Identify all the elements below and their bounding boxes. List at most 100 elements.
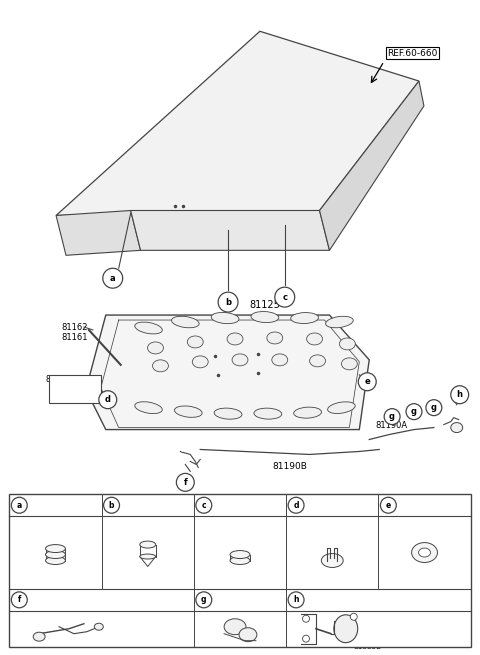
Bar xyxy=(49,375,101,403)
Text: 81190A: 81190A xyxy=(375,421,407,430)
Text: 1221AE: 1221AE xyxy=(294,599,322,605)
Ellipse shape xyxy=(211,312,239,324)
Ellipse shape xyxy=(310,355,325,367)
Ellipse shape xyxy=(187,336,203,348)
Ellipse shape xyxy=(147,342,164,354)
Circle shape xyxy=(275,287,295,307)
Ellipse shape xyxy=(294,407,322,418)
Text: 86438A: 86438A xyxy=(308,500,343,510)
Ellipse shape xyxy=(291,312,319,324)
Circle shape xyxy=(302,635,310,642)
Polygon shape xyxy=(56,210,141,255)
Ellipse shape xyxy=(307,333,323,345)
Text: a: a xyxy=(110,274,116,283)
Circle shape xyxy=(218,292,238,312)
Ellipse shape xyxy=(214,408,242,419)
Text: REF.60-660: REF.60-660 xyxy=(387,48,437,58)
Ellipse shape xyxy=(321,553,343,567)
Circle shape xyxy=(451,386,468,403)
Ellipse shape xyxy=(251,312,279,322)
Text: f: f xyxy=(18,595,21,605)
Text: 1243FF: 1243FF xyxy=(294,626,321,631)
Ellipse shape xyxy=(232,354,248,366)
Circle shape xyxy=(426,400,442,416)
Text: 81162: 81162 xyxy=(61,323,87,332)
Ellipse shape xyxy=(339,338,355,350)
Text: 81190B: 81190B xyxy=(272,462,307,472)
Ellipse shape xyxy=(174,406,202,417)
Circle shape xyxy=(358,373,376,391)
Text: c: c xyxy=(202,500,206,510)
Ellipse shape xyxy=(239,627,257,642)
Bar xyxy=(9,495,471,646)
Ellipse shape xyxy=(254,408,282,419)
Ellipse shape xyxy=(334,615,358,643)
Ellipse shape xyxy=(171,316,199,328)
Ellipse shape xyxy=(267,332,283,344)
Ellipse shape xyxy=(272,354,288,366)
Text: d: d xyxy=(293,500,299,510)
Text: 81199: 81199 xyxy=(216,595,244,605)
Text: 1243FC: 1243FC xyxy=(294,638,322,644)
Ellipse shape xyxy=(95,624,103,630)
Text: 81161: 81161 xyxy=(61,333,87,342)
Circle shape xyxy=(406,403,422,420)
Ellipse shape xyxy=(140,541,156,548)
Text: c: c xyxy=(282,293,287,302)
Circle shape xyxy=(302,615,310,622)
Polygon shape xyxy=(320,81,424,250)
Circle shape xyxy=(196,497,212,514)
Ellipse shape xyxy=(451,422,463,432)
Ellipse shape xyxy=(341,358,357,370)
Ellipse shape xyxy=(46,544,65,553)
Text: b: b xyxy=(225,297,231,307)
Text: a: a xyxy=(17,500,22,510)
Text: 82191: 82191 xyxy=(123,500,152,510)
Text: 86157A: 86157A xyxy=(17,635,47,645)
Ellipse shape xyxy=(135,402,162,413)
Ellipse shape xyxy=(328,402,355,413)
Text: 81738A: 81738A xyxy=(31,500,66,510)
Text: f: f xyxy=(183,478,187,487)
Circle shape xyxy=(176,474,194,491)
Text: b: b xyxy=(109,500,114,510)
Ellipse shape xyxy=(227,333,243,345)
Ellipse shape xyxy=(33,632,45,641)
Text: e: e xyxy=(364,377,370,386)
Ellipse shape xyxy=(46,551,65,559)
Text: g: g xyxy=(201,595,206,605)
Ellipse shape xyxy=(140,554,156,559)
Text: g: g xyxy=(411,407,417,416)
Circle shape xyxy=(384,409,400,424)
Polygon shape xyxy=(86,315,369,430)
Text: 81385B: 81385B xyxy=(354,644,382,650)
Text: 81125: 81125 xyxy=(250,300,280,310)
Text: 81130: 81130 xyxy=(62,604,86,613)
Circle shape xyxy=(12,497,27,514)
Text: 1130DB: 1130DB xyxy=(17,624,48,633)
Circle shape xyxy=(380,497,396,514)
Circle shape xyxy=(350,613,357,620)
Circle shape xyxy=(288,592,304,608)
Text: 86415A: 86415A xyxy=(216,500,251,510)
Circle shape xyxy=(103,269,123,288)
Ellipse shape xyxy=(419,548,431,557)
Circle shape xyxy=(99,391,117,409)
Text: g: g xyxy=(431,403,437,412)
Text: h: h xyxy=(293,595,299,605)
Ellipse shape xyxy=(224,619,246,635)
Text: 81126: 81126 xyxy=(400,500,429,510)
Ellipse shape xyxy=(153,360,168,372)
Text: h: h xyxy=(457,390,463,399)
Ellipse shape xyxy=(230,551,250,559)
Ellipse shape xyxy=(230,557,250,565)
Circle shape xyxy=(288,497,304,514)
Polygon shape xyxy=(131,210,329,250)
Text: 81180L: 81180L xyxy=(354,596,381,602)
Text: 81180: 81180 xyxy=(294,610,317,617)
Ellipse shape xyxy=(46,557,65,565)
Text: g: g xyxy=(389,412,395,421)
Circle shape xyxy=(196,592,212,608)
Circle shape xyxy=(104,497,120,514)
Ellipse shape xyxy=(192,356,208,368)
